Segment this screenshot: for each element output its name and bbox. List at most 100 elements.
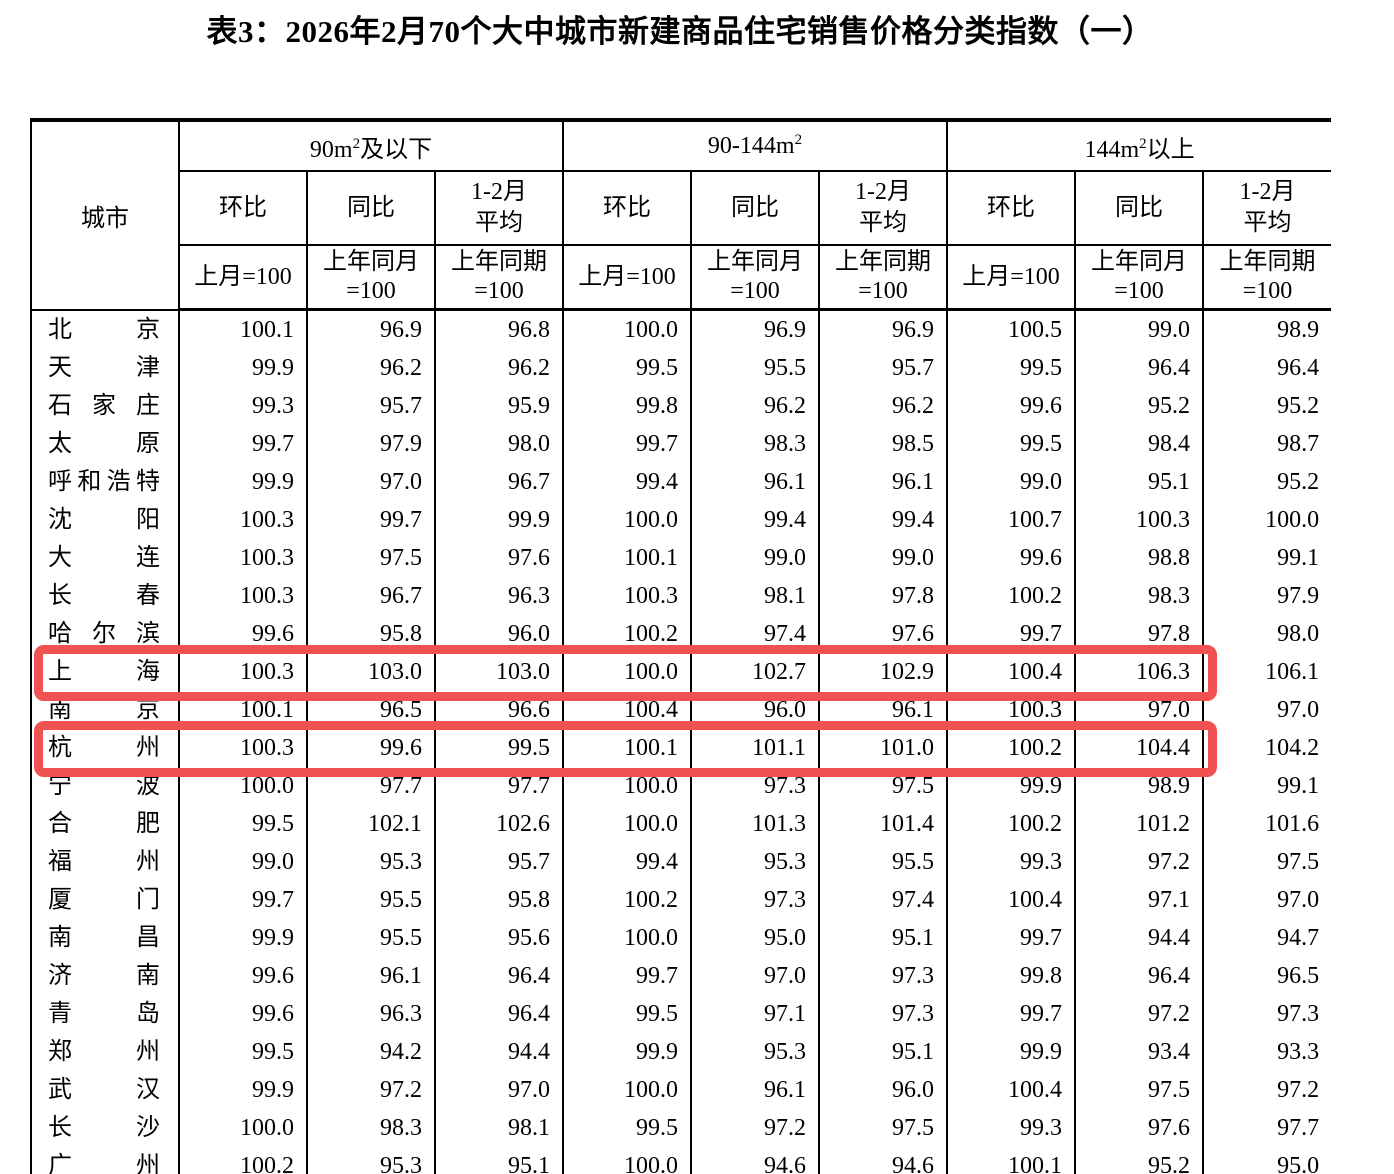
header-avg-g3: 1-2月 平均: [1203, 171, 1332, 246]
value-cell: 103.0: [435, 653, 564, 691]
value-cell: 99.4: [563, 843, 692, 881]
value-cell: 99.6: [179, 615, 308, 653]
value-cell: 97.3: [691, 767, 820, 805]
value-cell: 96.2: [819, 387, 949, 425]
value-cell: 99.8: [563, 387, 692, 425]
value-cell: 101.0: [819, 729, 949, 767]
group-label-text: 144m: [1084, 136, 1140, 163]
value-cell: 97.0: [1277, 696, 1320, 723]
city-name: 天津: [48, 355, 160, 381]
value-cell: 102.1: [307, 805, 436, 843]
value-cell: 95.1: [435, 1147, 564, 1174]
value-cell: 95.3: [307, 1147, 436, 1174]
value-cell: 100.1: [563, 729, 692, 767]
table-row: 哈尔滨 99.6 95.8 96.0 100.2 97.4 97.6 99.7 …: [31, 615, 1331, 653]
header-group-144-above: 144m2以上: [947, 120, 1332, 172]
city-name: 厦门: [48, 887, 160, 913]
value-cell: 99.8: [947, 957, 1077, 995]
city-name: 合肥: [48, 811, 160, 837]
value-cell: 99.3: [947, 843, 1077, 881]
value-cell: 97.8: [819, 577, 949, 615]
value-cell: 99.5: [563, 1109, 692, 1147]
value-cell: 100.0: [563, 1147, 692, 1174]
value-cell: 99.5: [179, 1033, 308, 1071]
value-cell: 100.4: [947, 653, 1077, 691]
table-row: 广州 100.2 95.3 95.1 100.0 94.6 94.6 100.1…: [31, 1147, 1331, 1174]
value-cell: 101.6: [1265, 810, 1320, 837]
value-cell: 96.4: [435, 957, 564, 995]
value-cell: 94.4: [435, 1033, 564, 1071]
value-cell: 96.5: [1277, 962, 1320, 989]
value-cell: 100.2: [947, 805, 1077, 843]
value-cell: 99.9: [179, 463, 308, 501]
city-name: 大连: [48, 545, 160, 571]
city-name: 哈尔滨: [48, 621, 160, 647]
value-cell: 100.0: [179, 1109, 308, 1147]
header-group-90-and-below: 90m2及以下: [179, 120, 564, 172]
table-row: 武汉 99.9 97.2 97.0 100.0 96.1 96.0 100.4 …: [31, 1071, 1331, 1109]
value-cell: 98.9: [1075, 767, 1205, 805]
value-cell: 100.3: [1075, 501, 1205, 539]
value-cell: 95.5: [691, 349, 820, 387]
value-cell: 95.2: [1277, 392, 1320, 419]
value-cell: 97.2: [1075, 995, 1205, 1033]
value-cell: 99.7: [563, 957, 692, 995]
value-cell: 100.3: [179, 729, 308, 767]
value-cell: 99.4: [819, 501, 949, 539]
value-cell: 100.0: [563, 309, 692, 349]
value-cell: 94.7: [1277, 924, 1320, 951]
value-cell: 94.6: [819, 1147, 949, 1174]
table-row: 沈阳 100.3 99.7 99.9 100.0 99.4 99.4 100.7…: [31, 501, 1331, 539]
value-cell: 94.6: [691, 1147, 820, 1174]
city-name: 武汉: [48, 1077, 160, 1103]
value-cell: 97.4: [819, 881, 949, 919]
value-cell: 97.5: [307, 539, 436, 577]
value-cell: 100.5: [947, 309, 1077, 349]
value-cell: 95.5: [307, 881, 436, 919]
header-yoy-g3: 同比: [1075, 171, 1205, 246]
value-cell: 99.6: [179, 957, 308, 995]
value-cell: 100.2: [563, 881, 692, 919]
value-cell: 97.0: [1277, 886, 1320, 913]
value-cell: 97.5: [819, 1109, 949, 1147]
value-cell: 95.7: [307, 387, 436, 425]
value-cell: 99.1: [1277, 772, 1320, 799]
city-name: 郑州: [48, 1039, 160, 1065]
value-cell: 97.8: [1075, 615, 1205, 653]
value-cell: 100.2: [563, 615, 692, 653]
superscript-2: 2: [1139, 135, 1147, 152]
superscript-2: 2: [352, 135, 361, 152]
city-name: 石家庄: [48, 393, 160, 419]
header-group-90-144: 90-144m2: [563, 120, 949, 172]
table-row: 石家庄 99.3 95.7 95.9 99.8 96.2 96.2 99.6 9…: [31, 387, 1331, 425]
value-cell: 98.4: [1075, 425, 1205, 463]
value-cell: 95.8: [307, 615, 436, 653]
header-mom-g2: 环比: [563, 171, 692, 246]
city-name: 太原: [48, 431, 160, 457]
value-cell: 97.3: [819, 957, 949, 995]
value-cell: 99.5: [179, 805, 308, 843]
value-cell: 100.3: [947, 691, 1077, 729]
value-cell: 93.4: [1075, 1033, 1205, 1071]
value-cell: 98.9: [1277, 316, 1320, 343]
table-row: 南京 100.1 96.5 96.6 100.4 96.0 96.1 100.3…: [31, 691, 1331, 729]
value-cell: 100.7: [947, 501, 1077, 539]
header-base-yoy-g2: 上年同月 =100: [691, 245, 820, 311]
value-cell: 94.2: [307, 1033, 436, 1071]
value-cell: 100.0: [563, 805, 692, 843]
value-cell: 95.1: [819, 919, 949, 957]
value-cell: 100.3: [179, 653, 308, 691]
header-city: 城市: [31, 120, 180, 311]
value-cell: 97.6: [435, 539, 564, 577]
value-cell: 106.3: [1075, 653, 1205, 691]
value-cell: 99.5: [947, 349, 1077, 387]
value-cell: 98.3: [691, 425, 820, 463]
table-row: 青岛 99.6 96.3 96.4 99.5 97.1 97.3 99.7 97…: [31, 995, 1331, 1033]
value-cell: 96.0: [819, 1071, 949, 1109]
value-cell: 100.3: [563, 577, 692, 615]
header-avg-g2: 1-2月 平均: [819, 171, 949, 246]
value-cell: 100.0: [563, 919, 692, 957]
value-cell: 95.2: [1277, 468, 1320, 495]
value-cell: 96.2: [307, 349, 436, 387]
value-cell: 99.0: [819, 539, 949, 577]
